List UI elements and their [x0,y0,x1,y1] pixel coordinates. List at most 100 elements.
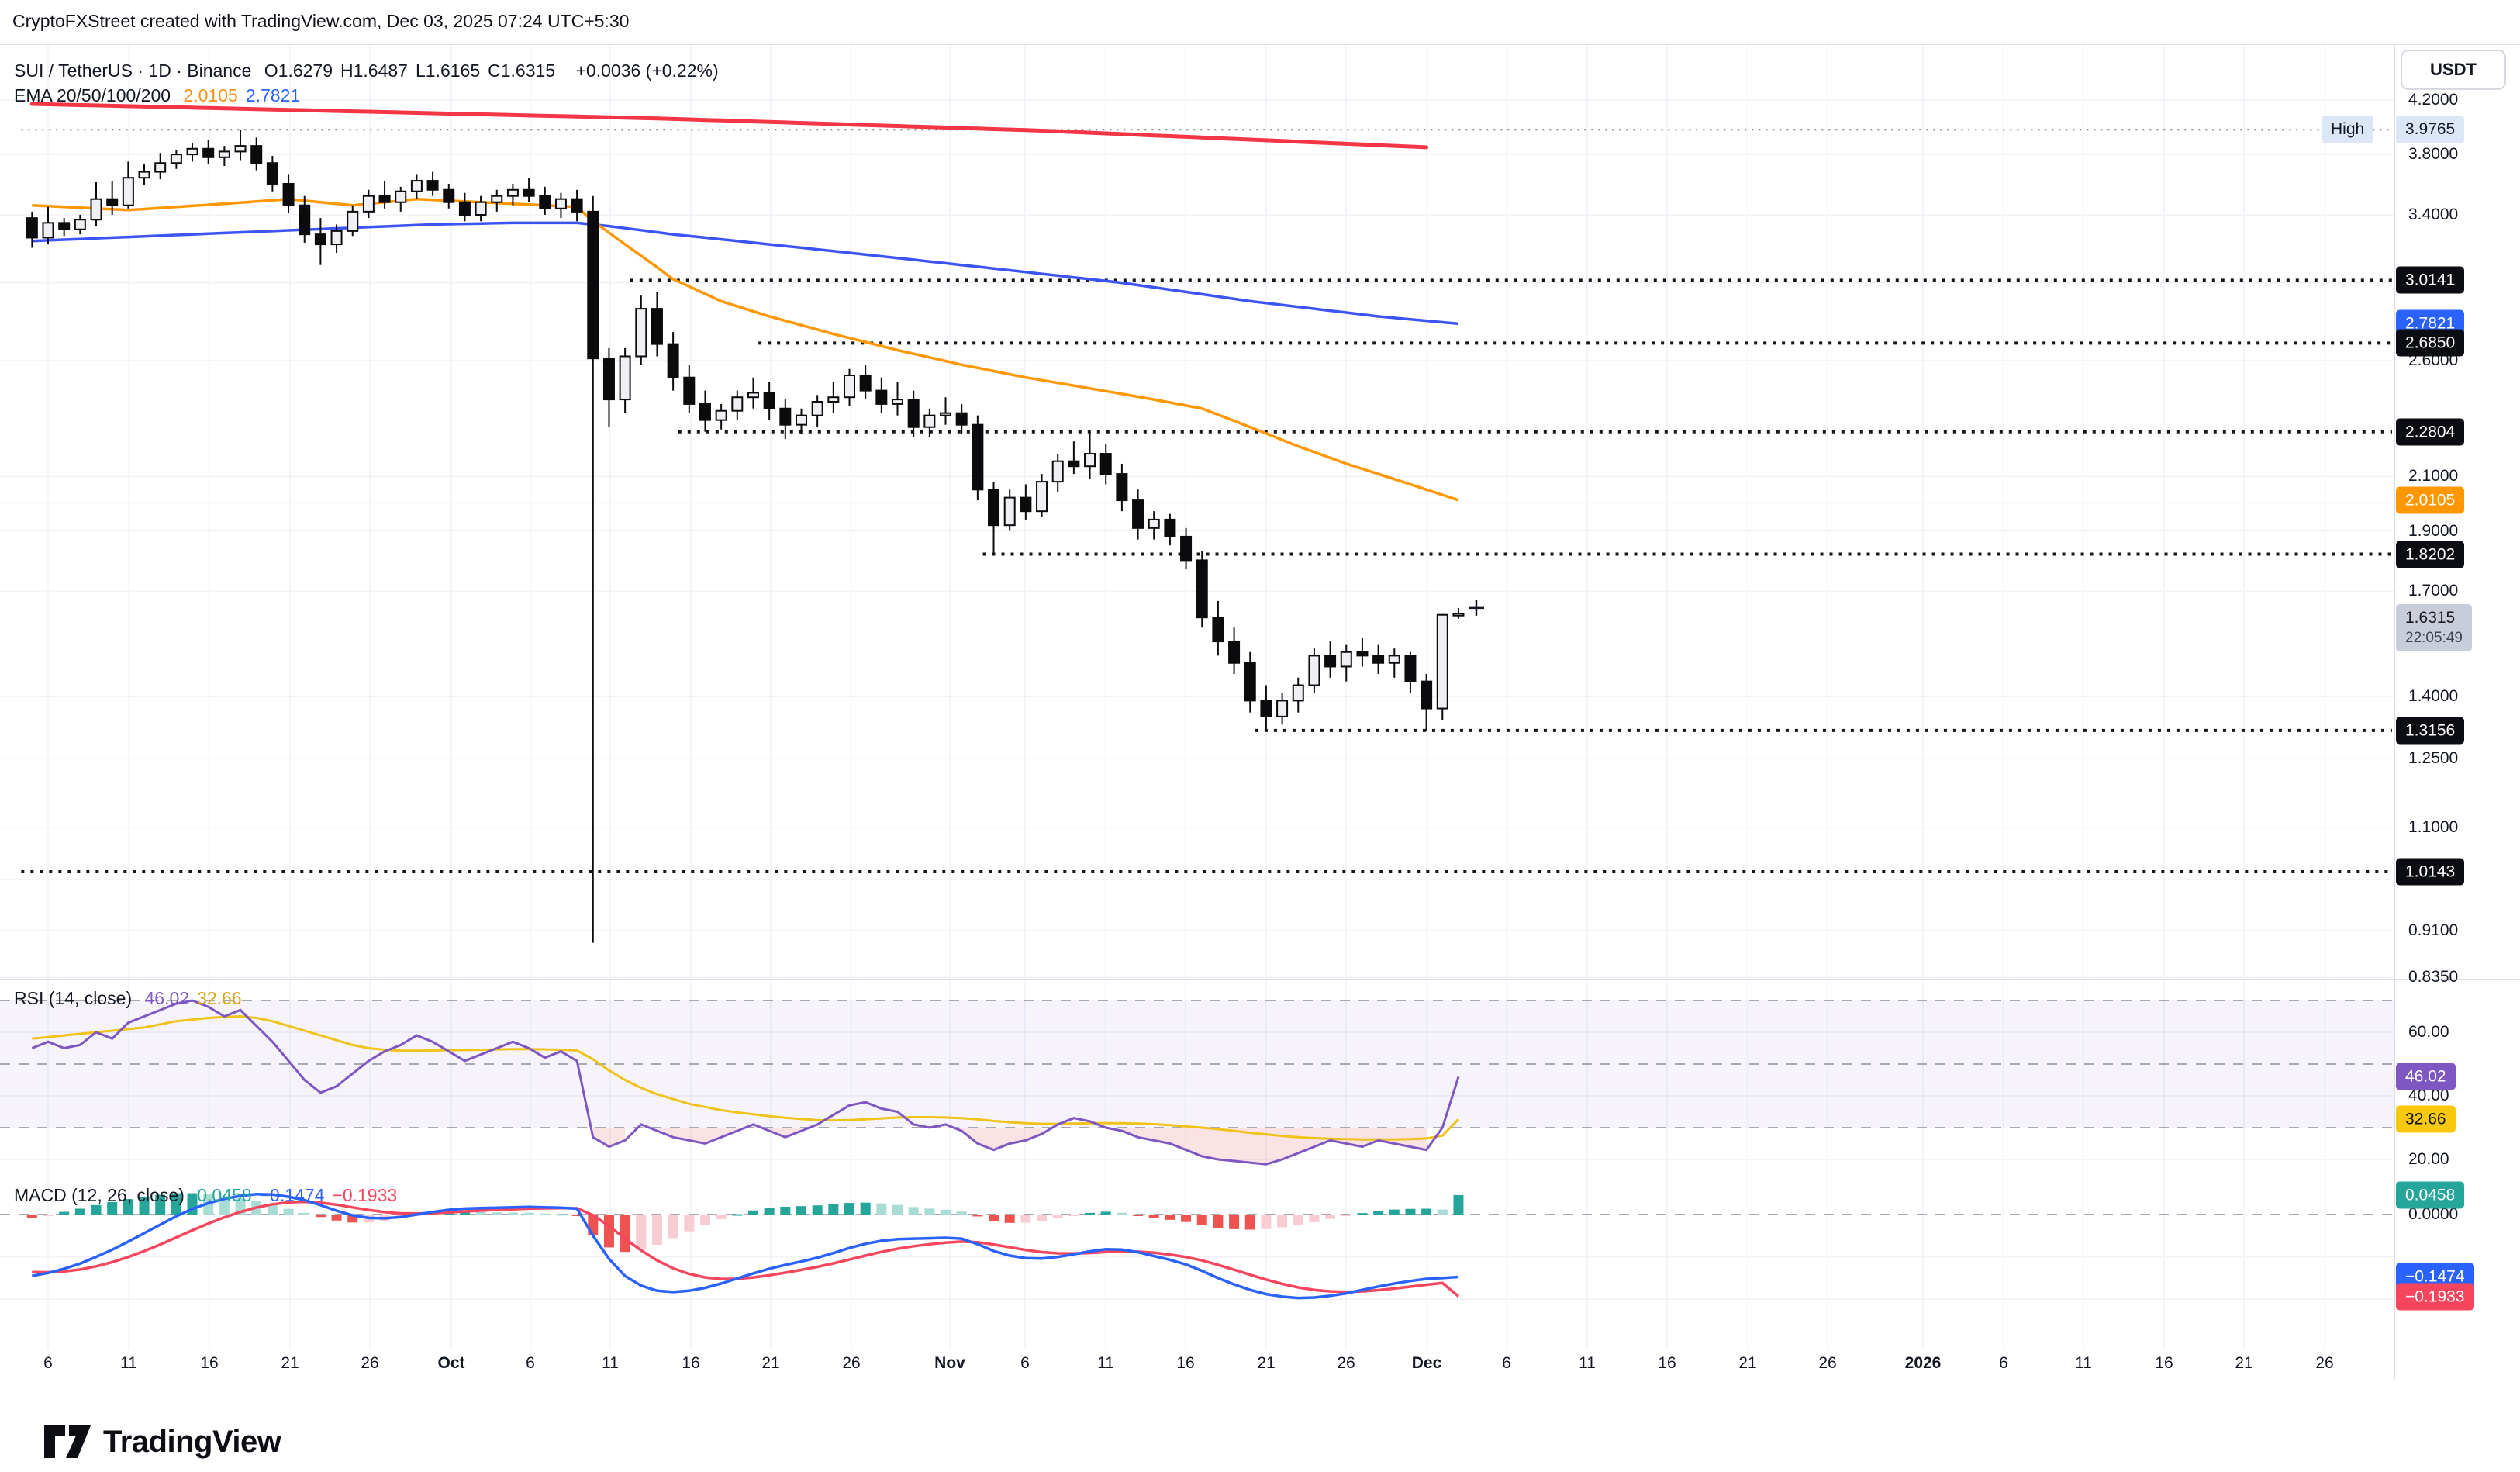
candle[interactable] [1228,641,1241,664]
candle[interactable] [635,308,647,358]
price-badge-1.0143[interactable]: 1.0143 [2396,858,2465,886]
candle[interactable] [892,399,904,405]
candle[interactable] [106,198,119,206]
symbol-legend[interactable]: SUI / TetherUS · 1D · Binance O1.6279 H1.… [14,60,727,81]
macd-line[interactable] [31,1193,1459,1300]
candle[interactable] [1421,680,1433,710]
candle[interactable] [1132,499,1144,529]
tradingview-logo[interactable]: TradingView [43,1424,281,1460]
macd-signal-line[interactable] [32,1200,1460,1298]
rsi-legend[interactable]: RSI (14, close) 46.02 32.66 [14,988,257,1009]
candle[interactable] [859,374,872,392]
candle[interactable] [1356,651,1369,657]
candle[interactable] [1003,496,1016,527]
ema-50-line[interactable] [32,197,1459,502]
candle[interactable] [571,198,583,213]
ema-100-line[interactable] [32,221,1459,326]
candle[interactable] [1212,617,1224,643]
ema-label[interactable]: EMA 20/50/100/200 [14,85,171,105]
candle[interactable] [426,180,439,191]
candle[interactable] [186,147,198,156]
rsi-line[interactable] [31,999,1460,1166]
candle[interactable] [491,195,503,203]
candle[interactable] [1196,559,1208,619]
pane-separator-rsi[interactable] [0,979,2520,980]
candle[interactable] [1099,453,1112,475]
candle[interactable] [619,355,631,401]
price-badge-2.2804[interactable]: 2.2804 [2396,418,2465,446]
candle[interactable] [234,145,247,153]
price-badge-2.6850[interactable]: 2.6850 [2396,329,2465,357]
candle[interactable] [458,201,471,216]
candle[interactable] [602,358,615,401]
candle[interactable] [988,489,1000,527]
candle[interactable] [1036,481,1048,513]
candle[interactable] [362,195,375,213]
candle[interactable] [250,145,263,164]
candle[interactable] [667,343,679,378]
candle[interactable] [1020,496,1032,513]
candle[interactable] [347,210,359,232]
candle[interactable] [539,195,551,209]
candle[interactable] [299,204,311,236]
rsi-label[interactable]: RSI (14, close) [14,988,133,1008]
candles[interactable] [26,130,1465,943]
candle[interactable] [763,392,775,409]
candle[interactable] [1276,700,1289,717]
candle[interactable] [1388,655,1400,664]
candle[interactable] [1308,655,1320,686]
candle[interactable] [1116,473,1128,502]
macd-legend[interactable]: MACD (12, 26, close) 0.0458 −0.1474 −0.193… [14,1185,413,1206]
candle[interactable] [907,399,920,428]
candle[interactable] [1084,453,1096,468]
candle[interactable] [827,396,840,403]
price-badge-3.0141[interactable]: 3.0141 [2396,266,2465,294]
price-badge-1.8202[interactable]: 1.8202 [2396,541,2465,568]
candle[interactable] [923,414,936,428]
price-badge-1.3156[interactable]: 1.3156 [2396,717,2465,745]
candle[interactable] [1260,700,1272,717]
candle[interactable] [314,233,326,246]
candle[interactable] [699,403,711,421]
candle[interactable] [955,412,968,426]
candle[interactable] [330,230,343,246]
candle[interactable] [587,210,599,360]
candle[interactable] [875,389,888,405]
candle[interactable] [1164,518,1176,537]
candle[interactable] [42,222,54,239]
candle[interactable] [1244,662,1256,702]
candle[interactable] [170,154,182,164]
time-axis[interactable] [0,1349,2394,1380]
candle[interactable] [202,147,215,158]
candle[interactable] [1404,655,1417,682]
candle[interactable] [1180,535,1193,562]
price-badge-2.0105[interactable]: 2.0105 [2396,486,2465,514]
candle[interactable] [282,182,295,206]
rsi-ma-line[interactable] [32,1014,1460,1141]
candle[interactable] [395,190,407,203]
candle[interactable] [795,414,807,426]
candle[interactable] [972,423,984,491]
candle[interactable] [1051,460,1064,483]
candle[interactable] [1292,684,1304,702]
candle[interactable] [1324,655,1337,668]
candle[interactable] [218,150,230,158]
candle[interactable] [1148,518,1160,529]
candle[interactable] [844,374,855,399]
candle[interactable] [378,195,391,203]
macd-label[interactable]: MACD (12, 26, close) [14,1185,185,1205]
high-price-badge[interactable]: 3.9765 [2396,116,2465,144]
candle[interactable] [779,407,792,426]
candle[interactable] [651,308,663,345]
candle[interactable] [475,201,487,216]
candle[interactable] [940,412,952,416]
candle[interactable] [266,162,278,185]
ema-legend[interactable]: EMA 20/50/100/200 2.0105 2.7821 [14,85,316,106]
candle[interactable] [747,392,759,399]
candle[interactable] [26,217,38,239]
candle[interactable] [1452,613,1465,617]
candle[interactable] [731,396,744,412]
candle[interactable] [58,222,71,230]
candle[interactable] [523,188,535,197]
